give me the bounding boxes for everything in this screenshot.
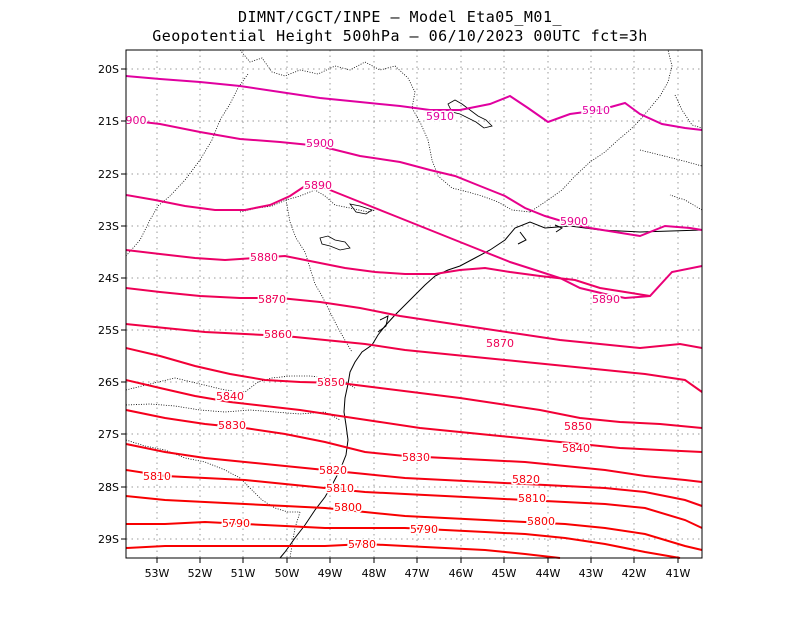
y-tick-label: 22S bbox=[98, 168, 119, 181]
x-axis-labels: 53W 52W 51W 50W 49W 48W 47W 46W 45W 44W … bbox=[145, 567, 691, 580]
lakes bbox=[319, 99, 493, 251]
y-tick-label: 27S bbox=[98, 428, 119, 441]
contour-5870 bbox=[125, 287, 703, 350]
contour-5880 bbox=[125, 249, 651, 297]
x-tick-label: 48W bbox=[362, 567, 387, 580]
x-tick-label: 44W bbox=[536, 567, 561, 580]
contour-label: 5910 bbox=[426, 110, 454, 123]
contour-5860 bbox=[125, 323, 703, 393]
contour-label: 5850 bbox=[564, 420, 592, 433]
contour-label: 5820 bbox=[319, 464, 347, 477]
y-tick-label: 21S bbox=[98, 115, 119, 128]
contour-label: 5790 bbox=[222, 517, 250, 530]
x-tick-label: 47W bbox=[405, 567, 430, 580]
x-tick-label: 42W bbox=[622, 567, 647, 580]
contour-label: 5900 bbox=[560, 215, 588, 228]
y-tick-label: 24S bbox=[98, 272, 119, 285]
contour-labels: 5910 5910 900 5900 5900 5890 5890 5880 5… bbox=[124, 103, 622, 553]
contour-lines bbox=[125, 75, 703, 559]
contour-label: 5860 bbox=[264, 328, 292, 341]
x-tick-label: 52W bbox=[188, 567, 213, 580]
x-tick-label: 49W bbox=[318, 567, 343, 580]
y-tick-label: 23S bbox=[98, 220, 119, 233]
contour-label: 5840 bbox=[562, 442, 590, 455]
y-axis-labels: 20S 21S 22S 23S 24S 25S 26S 27S 28S 29S bbox=[98, 63, 119, 546]
contour-5900 bbox=[125, 119, 703, 238]
contour-label: 5830 bbox=[402, 451, 430, 464]
contour-label: 5810 bbox=[518, 492, 546, 505]
contour-5890 bbox=[125, 185, 703, 300]
contour-label: 5900 bbox=[306, 137, 334, 150]
contour-label: 5890 bbox=[304, 179, 332, 192]
contour-label: 5800 bbox=[527, 515, 555, 528]
title-line-1: DIMNT/CGCT/INPE – Model Eta05_M01_ bbox=[237, 8, 563, 26]
contour-label: 5830 bbox=[218, 419, 246, 432]
contour-5780 bbox=[125, 542, 561, 559]
y-tick-label: 26S bbox=[98, 376, 119, 389]
contour-5840 bbox=[125, 379, 703, 453]
y-tick-label: 28S bbox=[98, 481, 119, 494]
map-frame bbox=[125, 49, 703, 559]
y-tick-label: 20S bbox=[98, 63, 119, 76]
contour-5800 bbox=[125, 495, 703, 551]
contour-5850 bbox=[125, 347, 703, 429]
contour-5830 bbox=[125, 409, 703, 483]
contour-label: 5780 bbox=[348, 538, 376, 551]
x-tick-label: 51W bbox=[231, 567, 256, 580]
title-line-2: Geopotential Height 500hPa – 06/10/2023 … bbox=[152, 27, 648, 45]
x-tick-label: 41W bbox=[666, 567, 691, 580]
contour-label: 5810 bbox=[143, 470, 171, 483]
state-borders bbox=[125, 49, 703, 559]
contour-label: 5840 bbox=[216, 390, 244, 403]
contour-label: 5850 bbox=[317, 376, 345, 389]
y-tick-label: 29S bbox=[98, 533, 119, 546]
contour-label: 5870 bbox=[486, 337, 514, 350]
axis-ticks bbox=[121, 68, 679, 563]
x-tick-label: 53W bbox=[145, 567, 170, 580]
x-tick-label: 43W bbox=[579, 567, 604, 580]
contour-label: 5800 bbox=[334, 501, 362, 514]
contour-label: 5880 bbox=[250, 251, 278, 264]
y-tick-label: 25S bbox=[98, 324, 119, 337]
contour-label: 5870 bbox=[258, 293, 286, 306]
contour-5820 bbox=[125, 443, 703, 507]
contour-label: 900 bbox=[126, 114, 147, 127]
grid-lines bbox=[126, 50, 702, 558]
contour-label: 5890 bbox=[592, 293, 620, 306]
contour-label: 5820 bbox=[512, 473, 540, 486]
x-tick-label: 46W bbox=[449, 567, 474, 580]
contour-5810 bbox=[125, 469, 703, 529]
contour-label: 5810 bbox=[326, 482, 354, 495]
contour-label: 5790 bbox=[410, 523, 438, 536]
x-tick-label: 50W bbox=[275, 567, 300, 580]
contour-5790 bbox=[126, 520, 681, 559]
x-tick-label: 45W bbox=[492, 567, 517, 580]
contour-label: 5910 bbox=[582, 104, 610, 117]
contour-5910 bbox=[125, 75, 703, 131]
coastline bbox=[279, 221, 703, 559]
